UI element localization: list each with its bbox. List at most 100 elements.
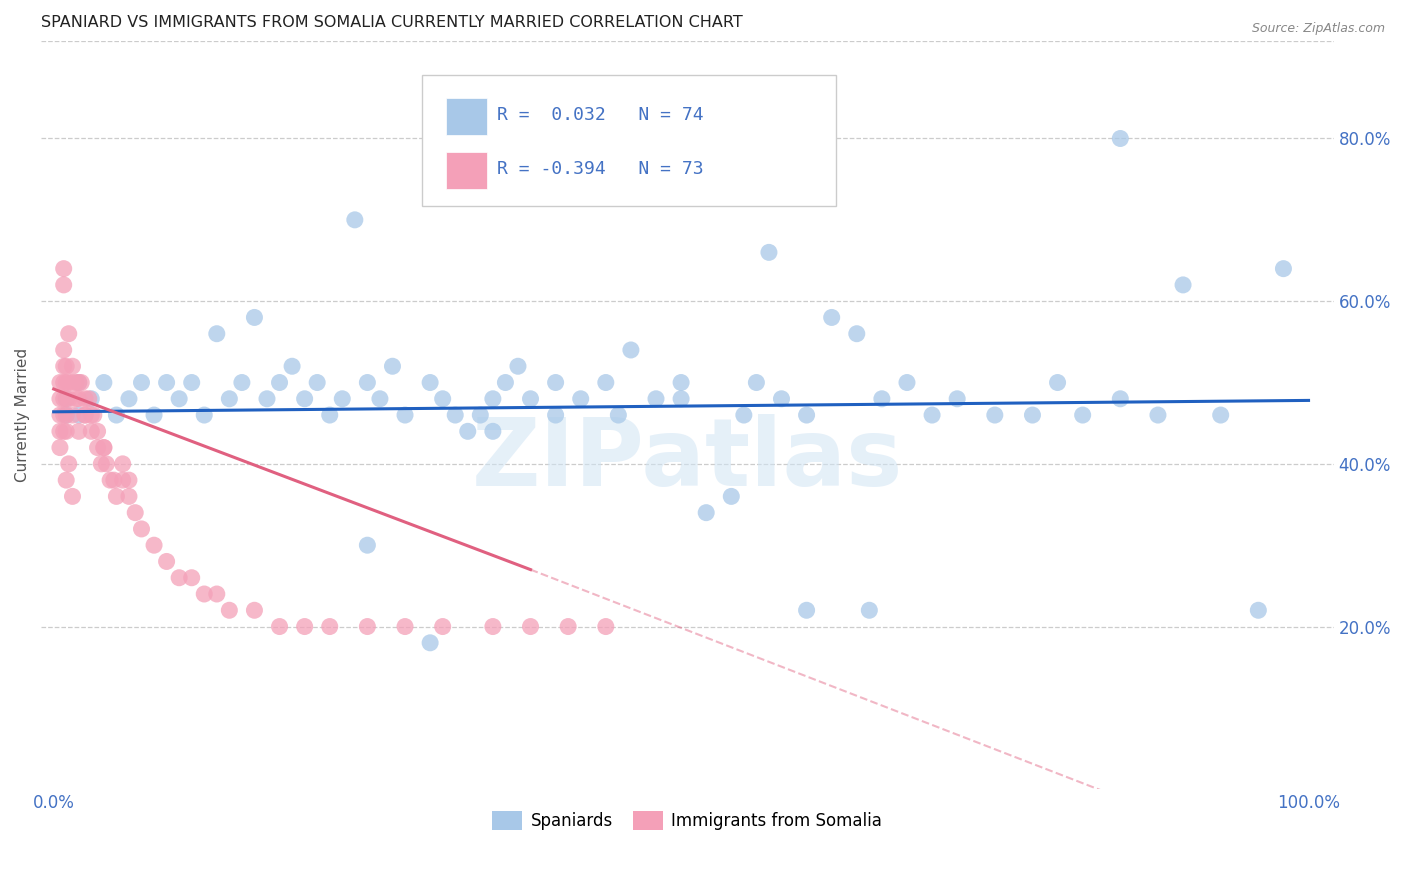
Point — [620, 343, 643, 357]
Point — [394, 619, 416, 633]
Point — [519, 619, 541, 633]
Point — [294, 392, 316, 406]
Point — [55, 376, 77, 390]
Point — [307, 376, 329, 390]
Point — [52, 261, 75, 276]
Point — [1021, 408, 1043, 422]
Point — [80, 392, 103, 406]
Point — [745, 376, 768, 390]
Point — [143, 408, 166, 422]
Point — [124, 506, 146, 520]
Point — [557, 619, 579, 633]
Point — [111, 457, 134, 471]
Point — [256, 392, 278, 406]
Point — [269, 376, 291, 390]
Point — [356, 538, 378, 552]
Point — [93, 441, 115, 455]
FancyBboxPatch shape — [446, 153, 486, 189]
Point — [90, 457, 112, 471]
Point — [49, 376, 72, 390]
Text: R = -0.394   N = 73: R = -0.394 N = 73 — [498, 160, 704, 178]
Point — [58, 326, 80, 341]
Point — [482, 425, 505, 439]
Point — [118, 489, 141, 503]
Point — [167, 392, 190, 406]
Point — [55, 392, 77, 406]
Point — [52, 376, 75, 390]
Text: SPANIARD VS IMMIGRANTS FROM SOMALIA CURRENTLY MARRIED CORRELATION CHART: SPANIARD VS IMMIGRANTS FROM SOMALIA CURR… — [41, 15, 742, 30]
Point — [1247, 603, 1270, 617]
Point — [845, 326, 868, 341]
Point — [294, 619, 316, 633]
Point — [67, 392, 90, 406]
Point — [770, 392, 793, 406]
Point — [419, 636, 441, 650]
Point — [595, 619, 617, 633]
Point — [330, 392, 353, 406]
Point — [796, 408, 818, 422]
Point — [506, 359, 529, 374]
Point — [482, 392, 505, 406]
Point — [544, 408, 567, 422]
Point — [55, 408, 77, 422]
Point — [281, 359, 304, 374]
Point — [180, 571, 202, 585]
Point — [432, 619, 454, 633]
Point — [669, 392, 692, 406]
Point — [319, 619, 342, 633]
Text: R =  0.032   N = 74: R = 0.032 N = 74 — [498, 105, 704, 123]
Point — [419, 376, 441, 390]
Point — [1046, 376, 1069, 390]
Point — [86, 441, 108, 455]
Point — [946, 392, 969, 406]
Point — [105, 489, 128, 503]
Point — [921, 408, 943, 422]
Point — [49, 408, 72, 422]
Point — [80, 408, 103, 422]
Point — [470, 408, 492, 422]
Point — [52, 359, 75, 374]
Legend: Spaniards, Immigrants from Somalia: Spaniards, Immigrants from Somalia — [486, 805, 889, 837]
Point — [858, 603, 880, 617]
Point — [55, 408, 77, 422]
FancyBboxPatch shape — [422, 75, 837, 205]
Point — [1209, 408, 1232, 422]
Point — [821, 310, 844, 325]
Point — [83, 408, 105, 422]
Point — [695, 506, 717, 520]
Point — [193, 408, 215, 422]
Point — [269, 619, 291, 633]
Point — [55, 425, 77, 439]
Point — [103, 473, 125, 487]
Point — [62, 359, 84, 374]
Point — [49, 392, 72, 406]
Point — [143, 538, 166, 552]
Point — [118, 392, 141, 406]
Point — [343, 212, 366, 227]
Point — [519, 392, 541, 406]
Point — [218, 392, 240, 406]
Point — [52, 392, 75, 406]
Point — [93, 441, 115, 455]
Point — [67, 376, 90, 390]
Point — [52, 408, 75, 422]
Point — [243, 603, 266, 617]
Point — [55, 473, 77, 487]
Point — [58, 392, 80, 406]
Point — [796, 603, 818, 617]
Point — [98, 473, 121, 487]
Point — [131, 376, 153, 390]
Text: ZIPatlas: ZIPatlas — [471, 414, 903, 506]
Point — [218, 603, 240, 617]
Point — [118, 473, 141, 487]
Point — [86, 425, 108, 439]
Point — [356, 376, 378, 390]
Point — [58, 376, 80, 390]
Point — [55, 392, 77, 406]
Point — [180, 376, 202, 390]
Point — [93, 376, 115, 390]
Point — [394, 408, 416, 422]
Text: Source: ZipAtlas.com: Source: ZipAtlas.com — [1251, 22, 1385, 36]
Point — [52, 277, 75, 292]
Point — [62, 489, 84, 503]
